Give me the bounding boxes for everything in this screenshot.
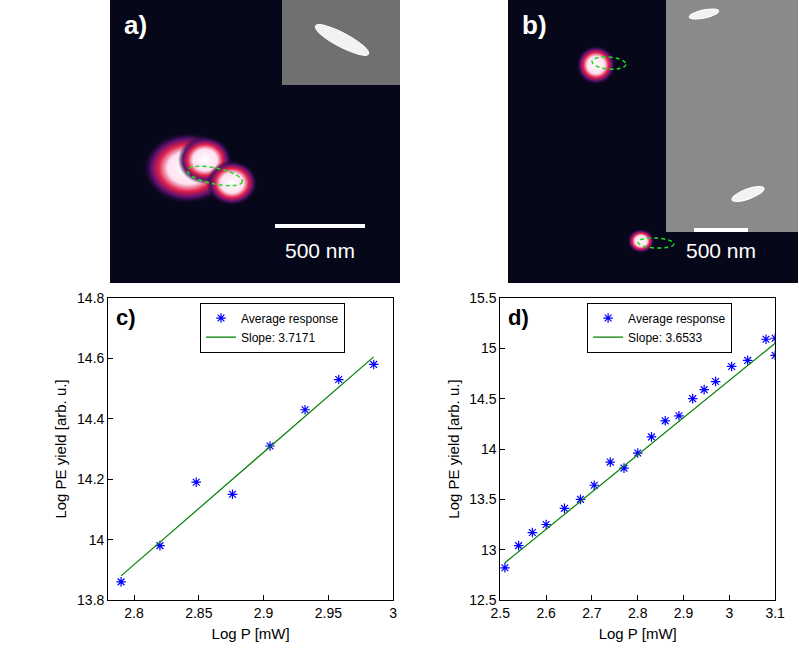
svg-text:14.6: 14.6: [77, 350, 104, 366]
svg-text:2.6: 2.6: [536, 605, 556, 621]
svg-text:14: 14: [89, 532, 105, 548]
svg-text:c): c): [116, 305, 136, 330]
svg-text:500 nm: 500 nm: [686, 239, 756, 262]
svg-text:2.8: 2.8: [124, 605, 144, 621]
svg-text:500 nm: 500 nm: [285, 239, 355, 262]
svg-text:2.7: 2.7: [582, 605, 602, 621]
svg-text:2.95: 2.95: [315, 605, 342, 621]
svg-text:12.5: 12.5: [469, 592, 496, 608]
svg-text:14.2: 14.2: [77, 471, 104, 487]
svg-text:2.8: 2.8: [628, 605, 648, 621]
svg-text:Slope: 3.6533: Slope: 3.6533: [628, 331, 702, 345]
svg-text:13: 13: [481, 542, 497, 558]
svg-text:Average response: Average response: [241, 312, 339, 326]
svg-text:d): d): [508, 305, 529, 330]
svg-text:14.8: 14.8: [77, 290, 104, 306]
svg-text:3: 3: [725, 605, 733, 621]
svg-text:14.4: 14.4: [77, 411, 104, 427]
svg-text:15.5: 15.5: [469, 290, 496, 306]
svg-text:3: 3: [389, 605, 397, 621]
svg-text:15: 15: [481, 340, 497, 356]
svg-text:Log PE yield [arb. u.]: Log PE yield [arb. u.]: [52, 379, 69, 518]
svg-text:b): b): [522, 10, 547, 40]
svg-text:2.9: 2.9: [254, 605, 274, 621]
svg-text:2.85: 2.85: [185, 605, 212, 621]
svg-text:Log PE yield [arb. u.]: Log PE yield [arb. u.]: [445, 379, 462, 518]
svg-text:a): a): [124, 10, 147, 40]
svg-text:2.5: 2.5: [491, 605, 511, 621]
svg-text:Log P [mW]: Log P [mW]: [212, 625, 290, 642]
svg-text:13.8: 13.8: [77, 592, 104, 608]
svg-text:Log P [mW]: Log P [mW]: [599, 625, 677, 642]
svg-text:3.1: 3.1: [765, 605, 785, 621]
svg-text:Average response: Average response: [628, 312, 726, 326]
svg-text:2.9: 2.9: [674, 605, 694, 621]
svg-text:Slope: 3.7171: Slope: 3.7171: [241, 331, 315, 345]
svg-text:14: 14: [481, 441, 497, 457]
svg-text:13.5: 13.5: [469, 491, 496, 507]
svg-text:14.5: 14.5: [469, 391, 496, 407]
